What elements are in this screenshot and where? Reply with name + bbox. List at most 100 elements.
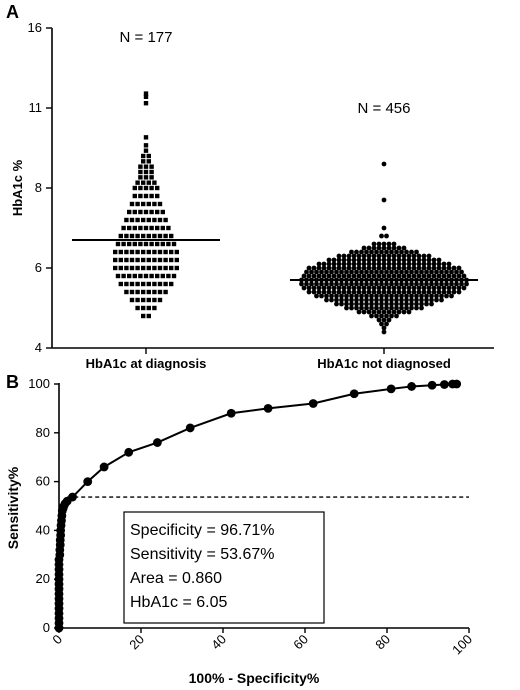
dot: [152, 297, 157, 303]
dot: [354, 297, 359, 303]
dot: [391, 309, 397, 315]
dot: [416, 261, 422, 267]
dot: [384, 281, 389, 287]
dot: [396, 257, 402, 263]
dot: [366, 265, 372, 271]
roc-point: [99, 462, 109, 472]
dot: [143, 241, 149, 247]
dot: [456, 273, 462, 279]
dot: [414, 249, 419, 255]
dot: [163, 289, 168, 295]
dot: [309, 281, 314, 287]
dot: [394, 293, 399, 299]
dot: [334, 297, 339, 303]
dot: [381, 317, 387, 323]
dot: [399, 269, 404, 275]
dot: [424, 301, 429, 307]
dot: [419, 301, 424, 307]
dot: [354, 249, 359, 255]
dot: [461, 285, 467, 291]
dot: [157, 297, 163, 303]
dot: [376, 289, 382, 295]
dot: [426, 285, 432, 291]
dot: [331, 285, 337, 291]
dot: [141, 249, 146, 255]
dot: [143, 185, 149, 191]
dot: [304, 269, 309, 275]
dot: [121, 225, 126, 231]
dot: [121, 273, 126, 279]
dot: [361, 257, 367, 263]
dot: [152, 201, 157, 207]
dot: [416, 273, 422, 279]
dot: [396, 253, 402, 259]
dot: [319, 293, 324, 299]
dot: [155, 193, 160, 199]
x-tick-label-0: 0: [49, 632, 65, 648]
dot: [316, 265, 322, 271]
dot: [384, 305, 389, 311]
dot: [349, 293, 354, 299]
dot: [113, 249, 118, 255]
dot: [391, 245, 397, 251]
roc-point: [124, 447, 134, 457]
dot: [349, 305, 354, 311]
dot: [326, 285, 332, 291]
dot: [366, 285, 372, 291]
dot: [436, 289, 442, 295]
dot: [371, 261, 377, 267]
dot: [149, 164, 154, 169]
dot: [143, 135, 149, 140]
dot: [301, 273, 307, 279]
roc-point: [440, 380, 449, 389]
n-label: N = 177: [120, 29, 173, 46]
y-tick-label-80: 80: [36, 425, 50, 440]
dot: [359, 297, 364, 303]
dot: [371, 289, 377, 295]
dot: [409, 305, 414, 311]
dot: [132, 209, 137, 215]
dot: [379, 269, 384, 275]
roc-point: [308, 399, 318, 408]
dot: [115, 273, 121, 279]
panel-a-y-axis-title: HbA1c %: [10, 159, 25, 216]
dot: [361, 261, 367, 267]
dot: [146, 153, 151, 159]
dot: [381, 245, 387, 251]
dot: [336, 253, 342, 259]
dot: [386, 261, 392, 267]
dot: [146, 281, 151, 287]
dot: [321, 285, 327, 291]
dot: [399, 281, 404, 287]
dot: [371, 285, 377, 291]
dot: [391, 273, 397, 279]
dot: [306, 265, 312, 271]
dot: [449, 269, 454, 275]
dot: [379, 305, 384, 311]
panel-b-y-ticks: 0 20 40 60 80 100: [28, 376, 59, 635]
dot: [426, 261, 432, 267]
dot: [326, 261, 332, 267]
dot: [396, 309, 402, 315]
dot: [306, 273, 312, 279]
dot: [344, 305, 349, 311]
dot: [356, 261, 362, 267]
dot: [311, 273, 317, 279]
dot: [359, 301, 364, 307]
dot: [346, 265, 352, 271]
dot: [157, 233, 163, 239]
dot: [149, 175, 154, 180]
dot: [155, 209, 160, 215]
dot: [152, 217, 157, 223]
dot: [456, 285, 462, 291]
dot: [409, 249, 414, 255]
dot: [152, 233, 157, 239]
n-label: N = 456: [358, 100, 411, 117]
dot: [369, 249, 374, 255]
dot: [401, 273, 407, 279]
dot: [344, 281, 349, 287]
dot: [381, 197, 387, 203]
dot: [138, 169, 143, 175]
dot: [394, 305, 399, 311]
dot: [436, 265, 442, 271]
